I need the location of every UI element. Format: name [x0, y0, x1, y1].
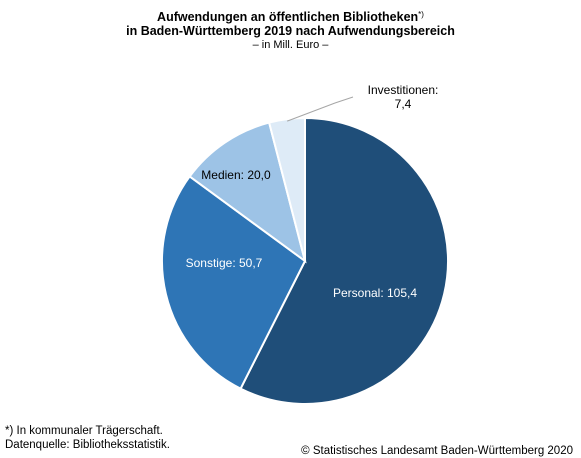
slice-label-sonstige: Sonstige: 50,7	[186, 256, 263, 270]
chart-title-line-1: Aufwendungen an öffentlichen Bibliotheke…	[157, 10, 424, 24]
slice-value-investitionen: 7,4	[395, 97, 412, 111]
copyright-text: © Statistisches Landesamt Baden-Württemb…	[301, 445, 573, 457]
footnote-text: *) In kommunaler Trägerschaft.	[5, 425, 163, 437]
slice-label-investitionen: Investitionen:	[368, 83, 439, 97]
chart-subtitle: – in Mill. Euro –	[252, 39, 329, 51]
slice-label-medien: Medien: 20,0	[201, 168, 271, 182]
chart-title-line-2: in Baden-Württemberg 2019 nach Aufwendun…	[126, 24, 455, 38]
pie-slice-sonstige	[161, 175, 307, 391]
slice-label-personal: Personal: 105,4	[333, 286, 417, 300]
data-source-text: Datenquelle: Bibliotheksstatistik.	[5, 439, 170, 451]
footnote: *) In kommunaler Trägerschaft. Datenquel…	[5, 424, 170, 452]
leader-line-investitionen	[287, 96, 354, 122]
pie-slice-personal	[239, 116, 449, 405]
chart-title: Aufwendungen an öffentlichen Bibliotheke…	[0, 8, 581, 52]
pie-slice-investitionen	[267, 116, 306, 262]
title-footnote-marker: *)	[418, 10, 424, 19]
pie-slice-medien	[188, 121, 307, 264]
